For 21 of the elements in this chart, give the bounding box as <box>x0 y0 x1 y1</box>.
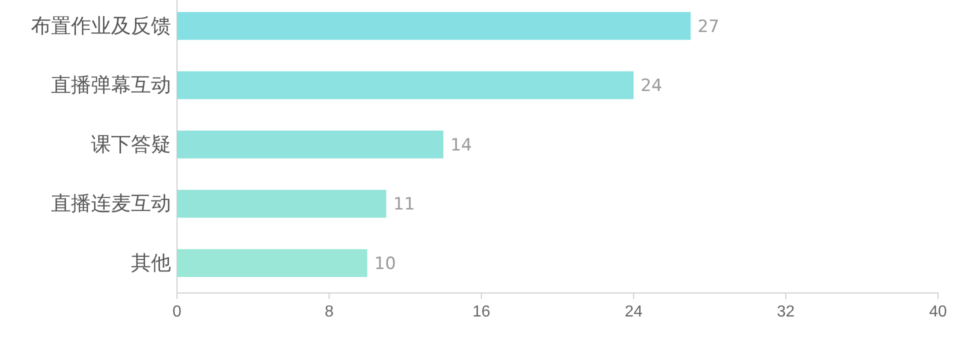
y-tick-label: 其他 <box>131 252 171 274</box>
x-tick-label: 32 <box>776 303 795 320</box>
y-tick-label: 布置作业及反馈 <box>31 15 171 38</box>
x-tick-label: 40 <box>929 303 947 320</box>
data-label: 14 <box>450 135 472 156</box>
data-label: 10 <box>374 254 396 274</box>
y-tick-label: 课下答疑 <box>91 134 171 156</box>
x-tick-label: 8 <box>324 303 334 320</box>
bar <box>177 190 386 218</box>
data-label: 27 <box>698 16 720 37</box>
x-tick-label: 0 <box>172 303 182 320</box>
bar <box>177 130 444 158</box>
x-tick-label: 24 <box>624 303 643 320</box>
bar <box>177 249 368 277</box>
bar <box>177 12 691 40</box>
y-tick-label: 直播弹幕互动 <box>51 74 171 97</box>
bar <box>177 71 634 100</box>
x-tick-label: 16 <box>472 303 490 320</box>
data-label: 24 <box>640 76 662 96</box>
data-label: 11 <box>393 194 415 215</box>
y-tick-label: 直播连麦互动 <box>51 193 171 216</box>
